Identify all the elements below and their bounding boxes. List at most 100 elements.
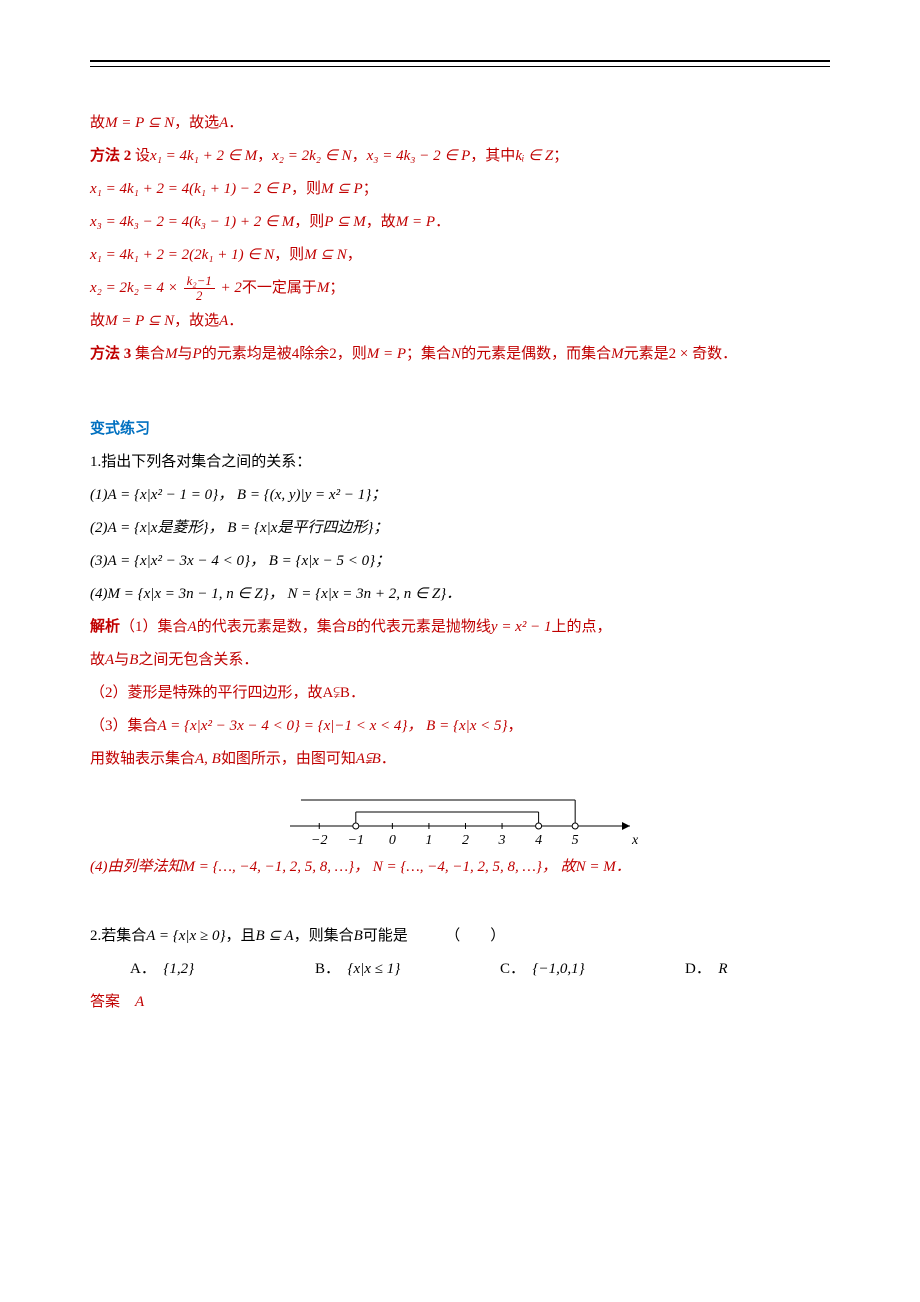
text: ，: [508, 718, 523, 734]
math: P ⊆ M: [324, 214, 365, 230]
choice-row: A． {1,2} B． {x|x ≤ 1} C． {−1,0,1} D． R: [90, 953, 830, 986]
text: ；: [363, 181, 378, 197]
text: 上的点，: [551, 619, 611, 635]
text: ，故选: [174, 115, 219, 131]
math: M: [317, 280, 330, 296]
math: A: [219, 115, 228, 131]
math: M = P: [396, 214, 435, 230]
denominator: 2: [184, 289, 215, 303]
math: kᵢ ∈ Z: [515, 148, 553, 164]
text: ，则: [337, 346, 367, 362]
text: 的代表元素是抛物线: [356, 619, 491, 635]
math: N: [451, 346, 461, 362]
math: M ⊆ P: [321, 181, 363, 197]
text: 故: [90, 652, 105, 668]
svg-text:2: 2: [462, 833, 469, 846]
text: 元素是: [624, 346, 669, 362]
text: 用数轴表示集合: [90, 751, 195, 767]
choice-c: C． {−1,0,1}: [460, 953, 645, 986]
method-2-label: 方法 2: [90, 148, 131, 164]
math: x₁ = 4k₁ + 2 = 2(2k₁ + 1) ∈ N: [90, 247, 274, 263]
choice-label: B．: [315, 961, 333, 977]
text: 集合: [131, 346, 165, 362]
math: A⫋B: [356, 751, 381, 767]
math: 2 × 奇数: [669, 346, 722, 362]
text: 除余: [299, 346, 329, 362]
math: M = P ⊆ N: [105, 313, 174, 329]
math: M: [165, 346, 178, 362]
math: y = x² − 1: [491, 619, 552, 635]
math: M: [611, 346, 624, 362]
q2-line: 2.若集合A = {x|x ≥ 0}，且B ⊆ A，则集合B可能是 （ ）: [90, 920, 830, 953]
math: x₃ = 4k₃ − 2 = 4(k₃ − 1) + 2 ∈ M: [90, 214, 294, 230]
math: 2: [329, 346, 337, 362]
math: M = P: [367, 346, 406, 362]
choice-value: R: [718, 961, 727, 977]
math: A = {x|x ≥ 0}: [146, 928, 225, 944]
answer-label: 答案: [90, 994, 120, 1010]
text: ，且: [225, 928, 255, 944]
math: A = {x|x² − 3x − 4 < 0} = {x|−1 < x < 4}…: [158, 718, 508, 734]
answer-2: 答案 A: [90, 986, 830, 1019]
para-conclusion-2: 故M = P ⊆ N，故选A．: [90, 305, 830, 338]
choice-value: {x|x ≤ 1}: [348, 961, 401, 977]
text: 不一定属于: [242, 280, 317, 296]
q1-2: (2)A = {x|x是菱形}， B = {x|x是平行四边形}；: [90, 512, 830, 545]
svg-text:1: 1: [425, 833, 432, 846]
text: ，故: [366, 214, 396, 230]
text: 的元素均是被: [202, 346, 292, 362]
header-rule: [90, 60, 830, 67]
page: 故M = P ⊆ N，故选A． 方法 2 设x₁ = 4k₁ + 2 ∈ M，x…: [0, 0, 920, 1079]
math: P: [193, 346, 202, 362]
answer-1-1b: 故A与B之间无包含关系．: [90, 644, 830, 677]
text: 的元素是偶数，而集合: [461, 346, 611, 362]
text: ；: [329, 280, 344, 296]
text: 的代表元素是数，集合: [197, 619, 347, 635]
text: （3）集合: [90, 718, 158, 734]
numerator: k₂−1: [184, 274, 215, 289]
number-line-svg: −2−1012345x: [280, 786, 640, 846]
svg-text:−2: −2: [311, 833, 327, 846]
text: ，则: [274, 247, 304, 263]
fraction: k₂−12: [184, 274, 215, 303]
answer-1-3b: 用数轴表示集合A, B如图所示，由图可知A⫋B．: [90, 743, 830, 776]
math: B: [354, 928, 363, 944]
method-2-line-4: x₁ = 4k₁ + 2 = 2(2k₁ + 1) ∈ N，则M ⊆ N，: [90, 239, 830, 272]
method-3-label: 方法 3: [90, 346, 131, 362]
text: ，: [257, 148, 272, 164]
text: （1）集合: [120, 619, 188, 635]
svg-text:5: 5: [572, 833, 579, 846]
svg-text:3: 3: [498, 833, 506, 846]
choice-label: A．: [130, 961, 148, 977]
text: ，: [347, 247, 362, 263]
math: x₂ = 2k₂ = 4 ×: [90, 280, 182, 296]
q1-header: 1.指出下列各对集合之间的关系：: [90, 446, 830, 479]
text: ，: [352, 148, 367, 164]
text: 如图所示，由图可知: [221, 751, 356, 767]
answer-1-1: 解析（1）集合A的代表元素是数，集合B的代表元素是抛物线y = x² − 1上的…: [90, 611, 830, 644]
answer-1-2: （2）菱形是特殊的平行四边形，故A⫋B．: [90, 677, 830, 710]
math: + 2: [217, 280, 242, 296]
choice-d: D． R: [645, 953, 830, 986]
answer-value: A: [135, 994, 144, 1010]
math: A: [105, 652, 114, 668]
text: ．: [228, 115, 243, 131]
method-2-line-5: x₂ = 2k₂ = 4 × k₂−12 + 2不一定属于M；: [90, 272, 830, 305]
text: 之间无包含关系．: [138, 652, 258, 668]
text: 设: [131, 148, 150, 164]
choice-value: {1,2}: [163, 961, 194, 977]
math: M ⊆ N: [304, 247, 347, 263]
math: x₃ = 4k₃ − 2 ∈ P: [367, 148, 471, 164]
math: M = P ⊆ N: [105, 115, 174, 131]
q1-1: (1)A = {x|x² − 1 = 0}， B = {(x, y)|y = x…: [90, 479, 830, 512]
text: 2.若集合: [90, 928, 146, 944]
text: 可能是 （ ）: [363, 928, 506, 944]
math: B: [347, 619, 356, 635]
text: 与: [114, 652, 129, 668]
svg-text:−1: −1: [348, 833, 364, 846]
answer-1-3a: （3）集合A = {x|x² − 3x − 4 < 0} = {x|−1 < x…: [90, 710, 830, 743]
text: ，则集合: [294, 928, 354, 944]
method-2-line-2: x₁ = 4k₁ + 2 = 4(k₁ + 1) − 2 ∈ P，则M ⊆ P；: [90, 173, 830, 206]
math: x₁ = 4k₁ + 2 = 4(k₁ + 1) − 2 ∈ P: [90, 181, 291, 197]
text: ，故选: [174, 313, 219, 329]
